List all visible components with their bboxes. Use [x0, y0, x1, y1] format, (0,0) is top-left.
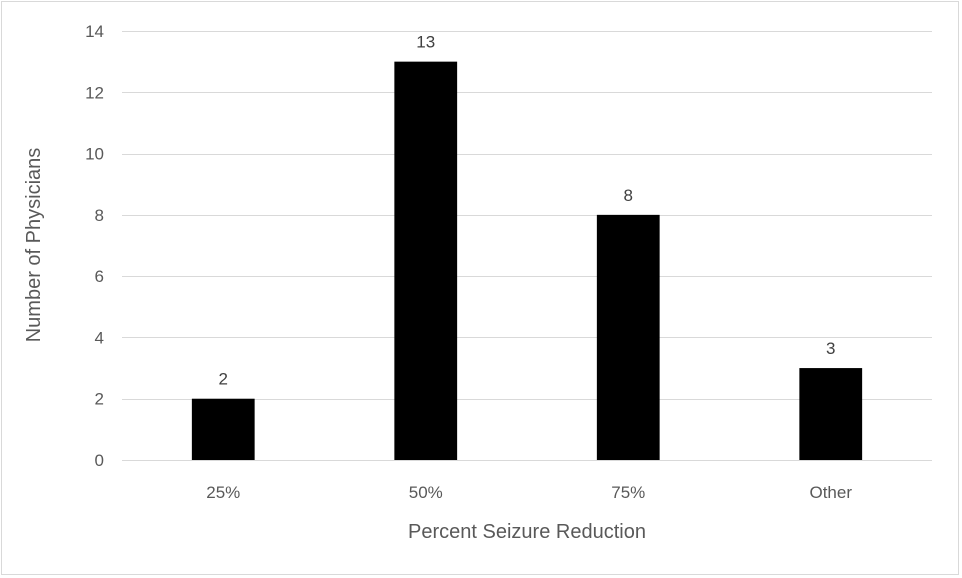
y-axis-ticks: 0 2 4 6 8 10 12 14 — [85, 22, 104, 470]
x-category-label: 50% — [409, 483, 443, 502]
y-tick-label: 0 — [95, 451, 104, 470]
x-category-label: Other — [809, 483, 852, 502]
data-label: 13 — [416, 33, 435, 52]
x-category-label: 25% — [206, 483, 240, 502]
y-tick-label: 4 — [95, 328, 104, 347]
bar-series — [191, 61, 863, 461]
y-tick-label: 10 — [85, 145, 104, 164]
x-axis-categories: 25% 50% 75% Other — [206, 483, 852, 502]
bar — [394, 61, 458, 461]
gridlines — [122, 31, 932, 461]
data-label: 2 — [219, 370, 228, 389]
data-label: 3 — [826, 339, 835, 358]
y-tick-label: 8 — [95, 206, 104, 225]
bar — [191, 398, 255, 460]
data-label: 8 — [624, 186, 633, 205]
y-axis-title: Number of Physicians — [23, 148, 45, 343]
y-tick-label: 12 — [85, 83, 104, 102]
x-category-label: 75% — [611, 483, 645, 502]
y-tick-label: 2 — [95, 390, 104, 409]
bar — [596, 214, 660, 460]
x-axis-title: Percent Seizure Reduction — [408, 521, 646, 543]
y-tick-label: 6 — [95, 267, 104, 286]
y-tick-label: 14 — [85, 22, 104, 41]
data-labels: 2 13 8 3 — [219, 33, 836, 389]
bar — [799, 368, 863, 460]
